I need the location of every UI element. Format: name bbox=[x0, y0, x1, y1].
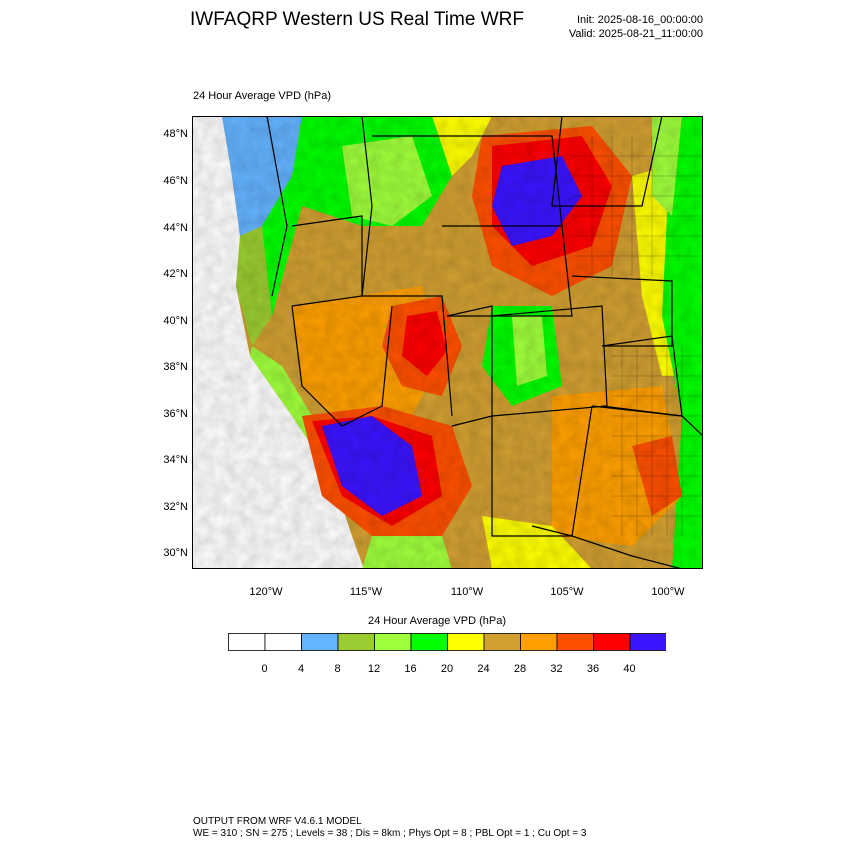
colorbar-box bbox=[556, 633, 594, 651]
lat-label: 42°N bbox=[163, 268, 188, 280]
colorbar-box bbox=[228, 633, 266, 651]
footer-line-1: OUTPUT FROM WRF V4.6.1 MODEL bbox=[193, 816, 362, 827]
colorbar-box bbox=[520, 633, 558, 651]
lat-label: 34°N bbox=[163, 454, 188, 466]
lat-label: 30°N bbox=[163, 547, 188, 559]
colorbar-label: 4 bbox=[297, 663, 305, 675]
lat-label: 46°N bbox=[163, 175, 188, 187]
colorbar-box bbox=[483, 633, 521, 651]
lon-label: 105°W bbox=[550, 586, 584, 598]
colorbar-box bbox=[410, 633, 448, 651]
colorbar-box bbox=[301, 633, 339, 651]
colorbar-label: 40 bbox=[623, 663, 636, 675]
colorbar-label: 20 bbox=[440, 663, 454, 675]
init-time: Init: 2025-08-16_00:00:00 bbox=[577, 14, 703, 26]
lat-label: 36°N bbox=[163, 408, 188, 420]
colorbar-label: 0 bbox=[261, 663, 268, 675]
colorbar-box bbox=[264, 633, 302, 651]
lon-label: 120°W bbox=[249, 586, 283, 598]
colorbar-box bbox=[593, 633, 631, 651]
colorbar-label: 24 bbox=[477, 663, 490, 675]
colorbar-box bbox=[447, 633, 485, 651]
colorbar-label: 36 bbox=[586, 663, 600, 675]
lat-label: 40°N bbox=[163, 315, 188, 327]
colorbar-label: 16 bbox=[404, 663, 417, 675]
colorbar-label: 12 bbox=[367, 663, 381, 675]
lat-label: 32°N bbox=[163, 501, 188, 513]
colorbar-label: 28 bbox=[513, 663, 527, 675]
model-footer: OUTPUT FROM WRF V4.6.1 MODEL WE = 310 ; … bbox=[193, 816, 586, 840]
footer-line-2: WE = 310 ; SN = 275 ; Levels = 38 ; Dis … bbox=[193, 828, 587, 839]
colorbar-box bbox=[374, 633, 412, 651]
colorbar bbox=[228, 633, 666, 651]
valid-time: Valid: 2025-08-21_11:00:00 bbox=[568, 28, 703, 40]
colorbar-label: 8 bbox=[334, 663, 341, 675]
plot-title: IWFAQRP Western US Real Time WRF bbox=[190, 9, 524, 30]
lat-label: 44°N bbox=[163, 222, 188, 234]
colorbar-box bbox=[337, 633, 375, 651]
vpd-map bbox=[192, 116, 703, 569]
map-field-label: 24 Hour Average VPD (hPa) bbox=[193, 90, 331, 102]
run-times: Init: 2025-08-16_00:00:00 Valid: 2025-08… bbox=[569, 13, 703, 41]
county-borders bbox=[572, 136, 703, 536]
colorbar-box bbox=[629, 633, 666, 651]
lon-label: 110°W bbox=[450, 586, 484, 598]
lon-label: 100°W bbox=[651, 586, 685, 598]
lat-label: 38°N bbox=[163, 361, 188, 373]
colorbar-label: 32 bbox=[550, 663, 563, 675]
lon-label: 115°W bbox=[349, 586, 383, 598]
colorbar-title: 24 Hour Average VPD (hPa) bbox=[368, 615, 506, 627]
lat-label: 48°N bbox=[163, 128, 188, 140]
